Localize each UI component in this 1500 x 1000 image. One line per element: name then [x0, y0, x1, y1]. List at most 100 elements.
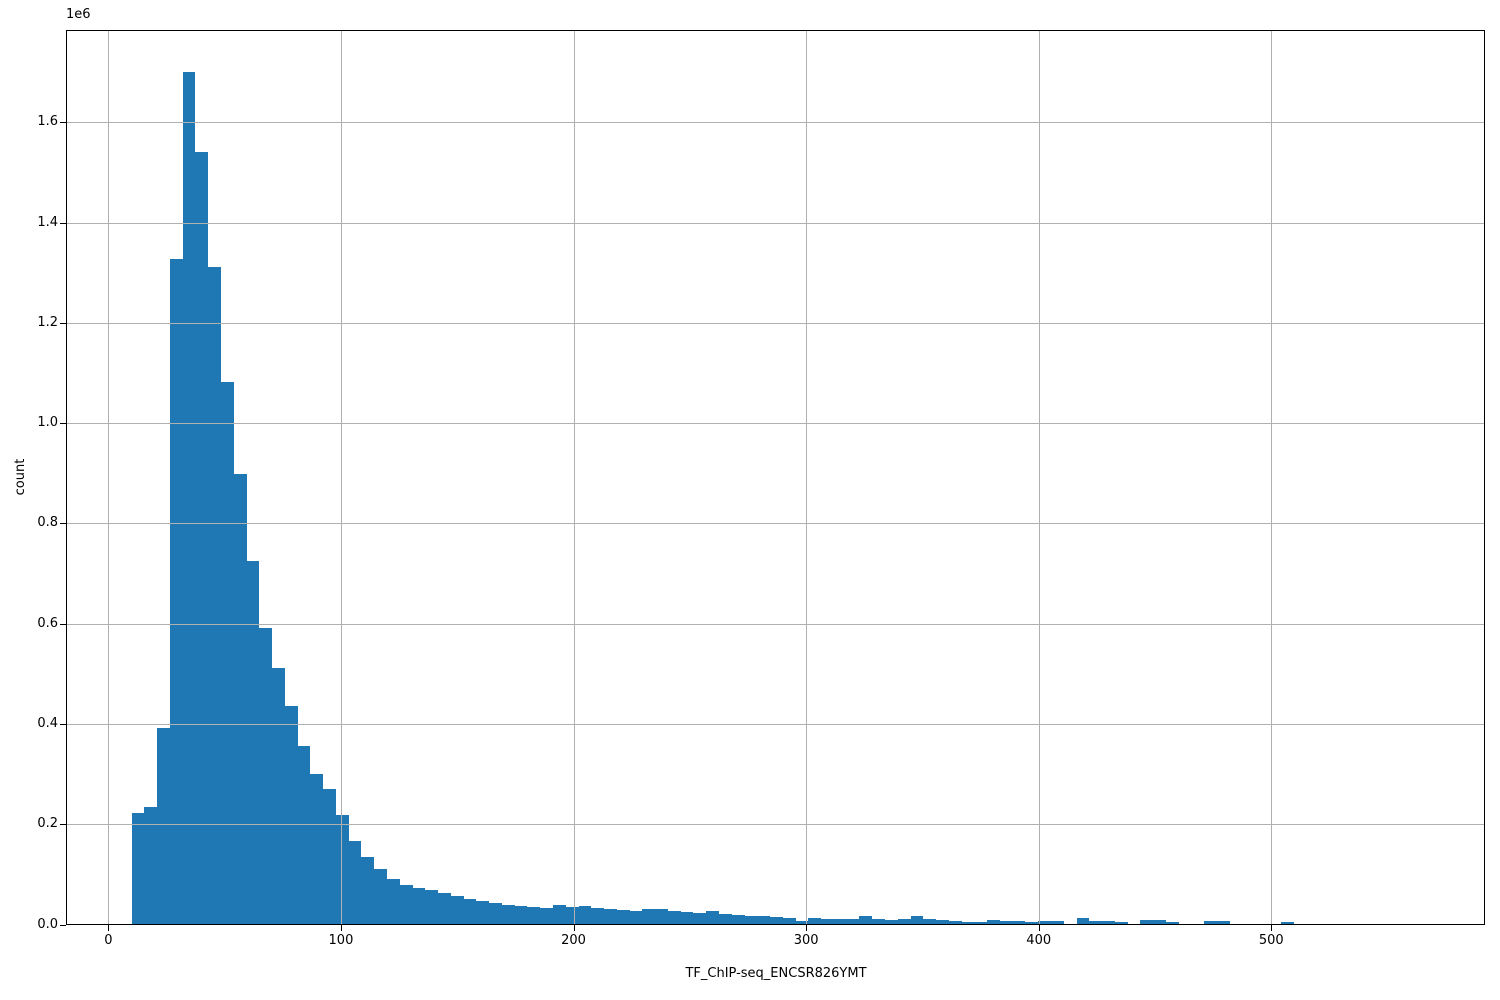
y-gridline	[67, 523, 1484, 524]
histogram-bar	[527, 907, 540, 924]
histogram-bar	[617, 910, 630, 924]
histogram-bar	[936, 920, 949, 924]
histogram-bar	[425, 890, 438, 924]
x-tick-label: 400	[1026, 933, 1052, 948]
histogram-bar	[374, 869, 387, 924]
y-tick-label: 1.2	[37, 314, 58, 330]
y-tick-label: 0.8	[37, 515, 58, 531]
y-tick-mark	[60, 824, 66, 825]
histogram-bar	[962, 922, 974, 924]
histogram-bar	[144, 807, 157, 924]
y-tick-mark	[60, 724, 66, 725]
y-tick-mark	[60, 223, 66, 224]
histogram-bar	[655, 909, 668, 924]
histogram-bar	[604, 909, 617, 924]
histogram-bar	[502, 905, 515, 924]
y-gridline	[67, 824, 1484, 825]
histogram-bar	[310, 774, 323, 924]
histogram-bar	[170, 259, 183, 924]
histogram-bar	[796, 921, 808, 924]
y-axis-label: count	[13, 458, 28, 496]
y-gridline	[67, 323, 1484, 324]
histogram-bar	[706, 911, 719, 924]
y-tick-mark	[60, 122, 66, 123]
histogram-bar	[757, 916, 770, 924]
histogram-bar	[1089, 921, 1102, 924]
histogram-bar	[1000, 921, 1013, 924]
y-gridline	[67, 423, 1484, 424]
histogram-bar	[898, 919, 911, 924]
x-gridline	[1039, 31, 1040, 924]
histogram-bar	[591, 908, 604, 924]
x-tick-label: 100	[328, 933, 354, 948]
histogram-bar	[183, 72, 195, 924]
x-tick-mark	[574, 925, 575, 931]
histogram-bar	[1217, 921, 1230, 924]
x-tick-mark	[108, 925, 109, 931]
x-tick-mark	[806, 925, 807, 931]
histogram-bar	[719, 914, 732, 924]
histogram-bar	[859, 916, 872, 924]
histogram-bar	[872, 919, 885, 924]
histogram-bar	[195, 152, 208, 924]
histogram-bar	[489, 903, 502, 924]
histogram-bar	[400, 885, 413, 924]
histogram-bar	[540, 908, 553, 924]
histogram-bar	[438, 893, 451, 924]
histogram-bar	[476, 901, 489, 924]
histogram-bar	[923, 919, 936, 924]
y-tick-mark	[60, 523, 66, 524]
y-axis-offset-label: 1e6	[66, 7, 91, 22]
histogram-bar	[349, 841, 361, 924]
histogram-bar	[157, 728, 170, 924]
y-tick-label: 1.4	[37, 214, 58, 230]
histogram-bar	[808, 918, 821, 924]
histogram-bar	[272, 668, 285, 924]
histogram-bar	[323, 789, 336, 924]
x-tick-label: 200	[561, 933, 586, 948]
x-gridline	[806, 31, 807, 924]
histogram-bar	[974, 922, 987, 924]
histogram-bar	[579, 906, 591, 924]
histogram-bar	[1153, 920, 1166, 924]
y-gridline	[67, 223, 1484, 224]
y-tick-mark	[60, 925, 66, 926]
histogram-bar	[1051, 921, 1064, 924]
x-tick-label: 0	[104, 933, 113, 948]
y-tick-label: 1.0	[37, 415, 58, 431]
x-gridline	[574, 31, 575, 924]
histogram-bar	[208, 267, 221, 924]
histogram-bar	[247, 561, 259, 924]
histogram-bar	[1038, 921, 1051, 924]
y-tick-label: 0.6	[37, 615, 58, 631]
histogram-bar	[387, 879, 400, 924]
y-tick-label: 1.6	[37, 114, 58, 130]
histogram-bar	[1102, 921, 1115, 924]
x-gridline	[341, 31, 342, 924]
histogram-bar	[298, 746, 310, 924]
histogram-bar	[911, 916, 923, 924]
x-axis-label: TF_ChIP-seq_ENCSR826YMT	[685, 966, 867, 981]
y-tick-mark	[60, 624, 66, 625]
x-tick-mark	[1039, 925, 1040, 931]
histogram-bar	[464, 899, 476, 924]
histogram-bar	[1140, 920, 1153, 924]
histogram-bar	[630, 911, 642, 924]
histogram-bar	[770, 917, 783, 924]
y-tick-label: 0.0	[37, 916, 58, 932]
histogram-bar	[885, 920, 898, 924]
histogram-bar	[681, 912, 693, 924]
histogram-bar	[1077, 918, 1089, 924]
x-gridline	[108, 31, 109, 924]
histogram-bar	[847, 919, 859, 924]
histogram-bar	[259, 628, 272, 924]
x-gridline	[1271, 31, 1272, 924]
plot-area	[66, 30, 1485, 925]
histogram-bar	[668, 911, 681, 924]
histogram-bar	[451, 896, 464, 924]
y-gridline	[67, 624, 1484, 625]
y-tick-label: 0.4	[37, 716, 58, 732]
histogram-bar	[413, 888, 425, 924]
histogram-bar	[987, 920, 1000, 924]
